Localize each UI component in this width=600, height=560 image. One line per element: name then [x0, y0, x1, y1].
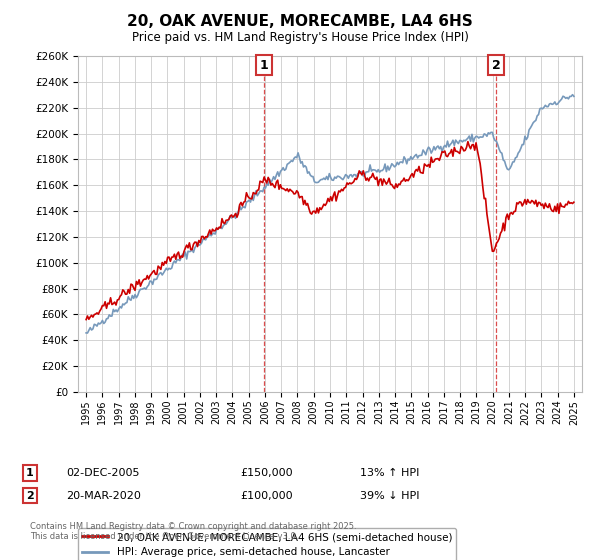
Text: 02-DEC-2005: 02-DEC-2005 — [66, 468, 139, 478]
Legend: 20, OAK AVENUE, MORECAMBE, LA4 6HS (semi-detached house), HPI: Average price, se: 20, OAK AVENUE, MORECAMBE, LA4 6HS (semi… — [78, 528, 457, 560]
Text: 20-MAR-2020: 20-MAR-2020 — [66, 491, 141, 501]
Text: 2: 2 — [492, 59, 500, 72]
Text: 39% ↓ HPI: 39% ↓ HPI — [360, 491, 419, 501]
Text: 1: 1 — [259, 59, 268, 72]
Text: 2: 2 — [26, 491, 34, 501]
Text: 13% ↑ HPI: 13% ↑ HPI — [360, 468, 419, 478]
Text: £100,000: £100,000 — [240, 491, 293, 501]
Text: Price paid vs. HM Land Registry's House Price Index (HPI): Price paid vs. HM Land Registry's House … — [131, 31, 469, 44]
Text: £150,000: £150,000 — [240, 468, 293, 478]
Text: 1: 1 — [26, 468, 34, 478]
Text: Contains HM Land Registry data © Crown copyright and database right 2025.
This d: Contains HM Land Registry data © Crown c… — [30, 522, 356, 542]
Text: 20, OAK AVENUE, MORECAMBE, LA4 6HS: 20, OAK AVENUE, MORECAMBE, LA4 6HS — [127, 14, 473, 29]
